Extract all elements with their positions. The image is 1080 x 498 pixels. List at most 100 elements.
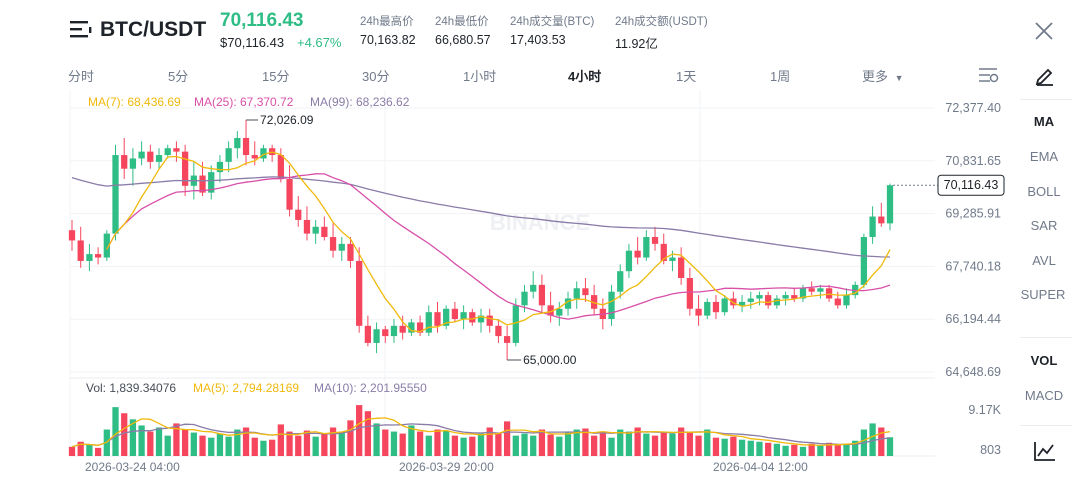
vol-axis-label: 803 — [980, 443, 1001, 457]
last-price: 70,116.43 — [220, 10, 304, 31]
candle-body — [704, 301, 711, 316]
volume-bar — [216, 433, 224, 456]
chart-analysis-icon[interactable] — [1033, 440, 1057, 462]
tab-1h[interactable]: 1小时 — [463, 69, 497, 84]
volume-bar — [834, 444, 841, 456]
tab-15m[interactable]: 15分 — [262, 69, 290, 84]
candle-body — [547, 305, 554, 316]
volume-bar — [77, 441, 84, 456]
volume-bar — [843, 443, 850, 456]
candle-body — [799, 288, 807, 299]
indicator-ma[interactable]: MA — [1033, 114, 1055, 129]
settings-sliders-icon[interactable] — [978, 66, 1000, 84]
volume-bar — [303, 430, 311, 456]
indicator-super[interactable]: SUPER — [1020, 287, 1066, 302]
volume-bar — [704, 429, 711, 456]
volume-bar — [373, 423, 380, 456]
indicator-macd[interactable]: MACD — [1024, 388, 1064, 403]
candle-body — [825, 288, 833, 299]
candle-body — [669, 257, 676, 261]
tab-time[interactable]: 分时 — [68, 69, 95, 84]
volume-bar — [382, 429, 389, 456]
indicator-ema[interactable]: EMA — [1029, 149, 1059, 164]
price-axis-label: 70,831.65 — [945, 154, 1001, 168]
draw-pencil-icon[interactable] — [1034, 64, 1056, 86]
ma99-legend: MA(99): 68,236.62 — [310, 95, 410, 109]
ma-lines: 72,026.09 65,000.00 — [71, 113, 891, 367]
volume-bar — [260, 440, 267, 456]
candle-body — [695, 308, 702, 316]
stat-low-value: 66,680.57 — [435, 33, 491, 47]
candle-body — [181, 151, 189, 186]
volume-bar — [608, 437, 615, 456]
price-axis: 72,377.40 70,831.65 69,285.91 67,740.18 66,1… — [893, 101, 1005, 457]
candle-body — [886, 185, 894, 224]
candle-body — [373, 329, 380, 343]
volume-bar — [469, 436, 476, 456]
volume-bar — [547, 434, 554, 456]
tab-5m[interactable]: 5分 — [168, 69, 189, 84]
volume-bar — [295, 435, 302, 456]
candle-body — [808, 288, 815, 292]
vol-axis-label: 9.17K — [968, 403, 1001, 417]
candle-body — [686, 278, 693, 309]
vol-ma5-line — [71, 417, 891, 448]
volume-bar — [530, 435, 537, 456]
candle-body — [112, 155, 119, 234]
candle-body — [173, 148, 180, 152]
volume-bar — [651, 435, 659, 456]
volume-bar — [356, 405, 363, 456]
tab-30m[interactable]: 30分 — [362, 69, 390, 84]
indicator-vol[interactable]: VOL — [1030, 353, 1058, 368]
price-usd: $70,116.43 — [220, 35, 285, 50]
volume-bar — [590, 435, 598, 456]
price-chart[interactable]: BINANCE 72,026.09 65,000.00 72,377.40 70,8… — [0, 0, 1018, 498]
indicator-avl[interactable]: AVL — [1032, 253, 1056, 268]
candle-body — [564, 298, 572, 309]
volume-bar — [495, 432, 502, 456]
candle-body — [486, 315, 493, 326]
indicator-sar[interactable]: SAR — [1030, 218, 1058, 233]
candle-body — [77, 240, 84, 261]
volume-bar — [582, 428, 589, 456]
stat-low-label: 24h最低价 — [435, 16, 489, 28]
indicator-boll[interactable]: BOLL — [1027, 184, 1061, 199]
volume-bar — [869, 423, 876, 456]
candle-body — [878, 216, 885, 224]
volume-bar — [556, 436, 563, 456]
volume-bar — [112, 407, 119, 456]
ma25-legend: MA(25): 67,370.72 — [194, 95, 294, 109]
menu-icon[interactable] — [70, 18, 94, 40]
volume-bar — [617, 429, 624, 456]
candle-body — [721, 298, 728, 313]
candle-body — [590, 295, 598, 309]
volume-bar — [765, 442, 772, 456]
volume-bar — [660, 431, 667, 456]
pair-title[interactable]: BTC/USDT — [100, 18, 207, 41]
volume-bar — [564, 432, 572, 456]
tab-1w[interactable]: 1周 — [770, 69, 791, 84]
candle-body — [199, 175, 206, 193]
volume-bar — [225, 436, 232, 456]
close-icon[interactable] — [1033, 20, 1055, 42]
date-label: 2026-03-24 04:00 — [85, 460, 180, 474]
volume-bar — [181, 429, 189, 456]
candle-body — [260, 148, 267, 159]
tab-1d[interactable]: 1天 — [676, 69, 697, 84]
volume-bar — [791, 444, 798, 456]
candle-body — [460, 312, 467, 320]
candle-body — [651, 237, 659, 244]
candle-body — [329, 237, 337, 251]
sidebar-divider — [1020, 425, 1072, 426]
ma99-line — [71, 176, 891, 258]
volume-bar — [486, 427, 493, 456]
candle-body — [312, 226, 319, 234]
tab-more[interactable]: 更多 ▼ — [862, 66, 904, 85]
current-price-tag: 70,116.43 — [944, 178, 999, 192]
candle-body — [295, 209, 302, 220]
volume-bar — [199, 435, 206, 456]
volume-bar — [155, 427, 163, 456]
volume-bar — [599, 431, 606, 456]
current-price-tag-box — [937, 174, 1005, 196]
tab-4h[interactable]: 4小时 — [568, 69, 602, 84]
